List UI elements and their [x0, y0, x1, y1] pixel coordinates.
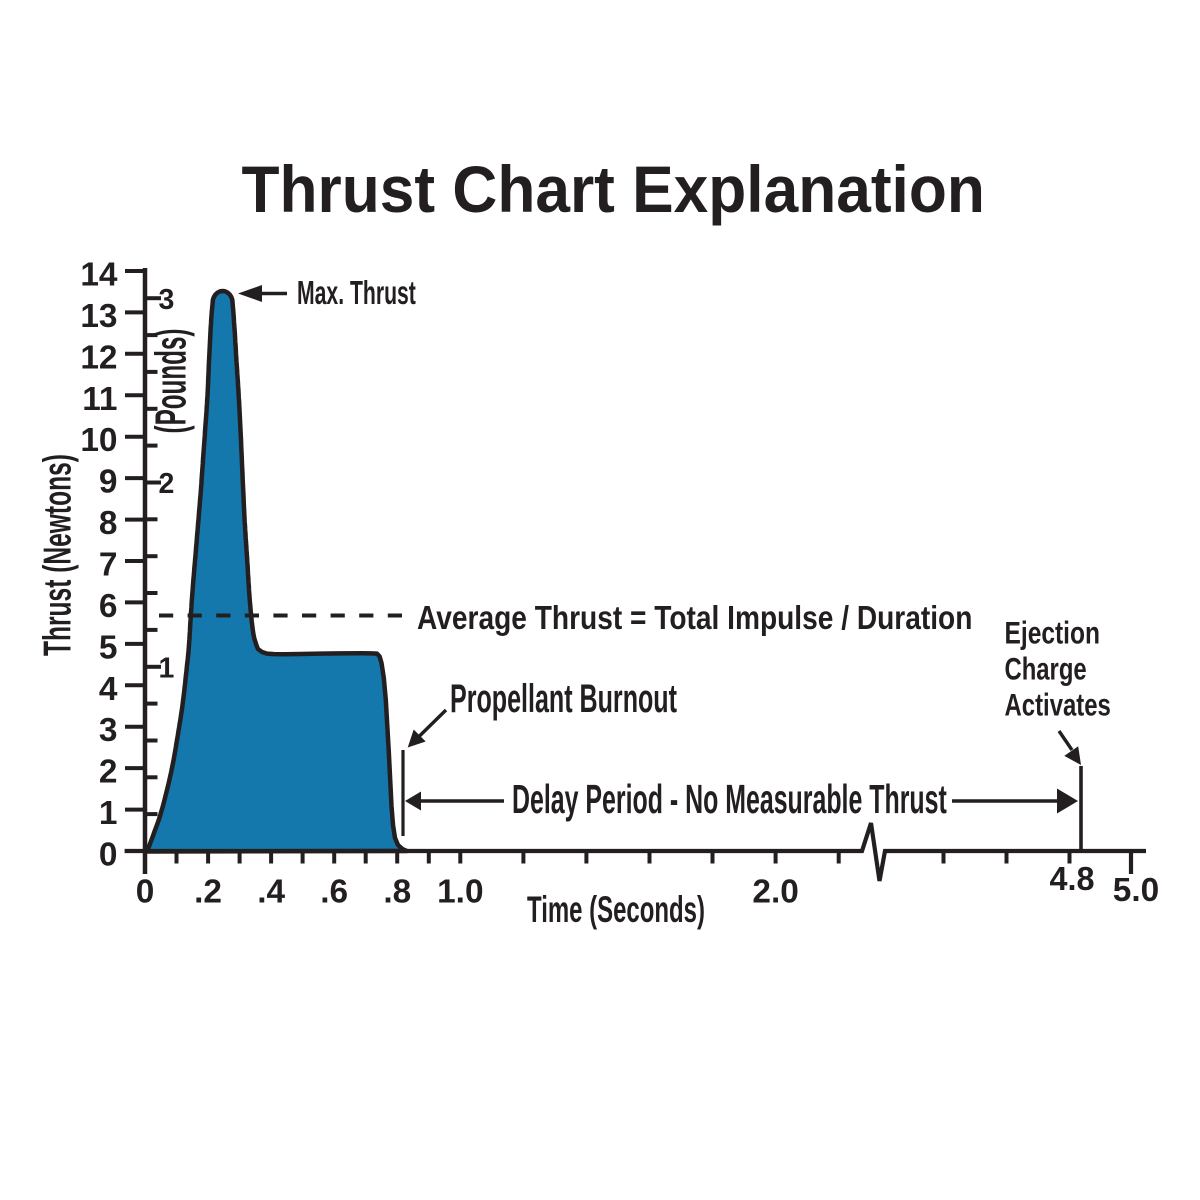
- svg-text:2: 2: [159, 468, 175, 500]
- svg-text:4: 4: [99, 671, 118, 708]
- svg-text:3: 3: [99, 712, 118, 749]
- svg-text:Charge: Charge: [1005, 651, 1087, 686]
- svg-text:13: 13: [80, 298, 117, 335]
- svg-text:Delay Period - No Measurable T: Delay Period - No Measurable Thrust: [512, 778, 947, 823]
- svg-text:Propellant Burnout: Propellant Burnout: [450, 677, 677, 721]
- svg-text:Time (Seconds): Time (Seconds): [527, 889, 705, 931]
- svg-text:5: 5: [99, 629, 118, 666]
- svg-text:6: 6: [99, 588, 118, 625]
- svg-text:0: 0: [99, 837, 118, 874]
- svg-text:.4: .4: [257, 874, 285, 911]
- svg-text:Thrust Chart Explanation: Thrust Chart Explanation: [242, 152, 985, 226]
- svg-text:3: 3: [159, 284, 175, 316]
- svg-text:Ejection: Ejection: [1005, 615, 1100, 651]
- svg-text:9: 9: [99, 464, 118, 501]
- svg-text:11: 11: [82, 381, 117, 418]
- svg-text:.2: .2: [194, 874, 222, 911]
- svg-text:Thrust (Newtons): Thrust (Newtons): [35, 454, 79, 656]
- svg-text:(Pounds): (Pounds): [147, 328, 195, 433]
- svg-text:Average Thrust = Total Impulse: Average Thrust = Total Impulse / Duratio…: [417, 600, 972, 637]
- svg-text:5.0: 5.0: [1113, 872, 1159, 909]
- svg-text:8: 8: [99, 505, 118, 542]
- svg-text:10: 10: [80, 422, 117, 459]
- svg-text:Max. Thrust: Max. Thrust: [297, 274, 416, 311]
- svg-text:0: 0: [136, 874, 155, 911]
- svg-text:1.0: 1.0: [437, 874, 483, 911]
- svg-text:.6: .6: [320, 874, 348, 911]
- svg-text:Activates: Activates: [1005, 687, 1111, 722]
- svg-text:14: 14: [80, 256, 118, 293]
- svg-text:12: 12: [80, 339, 117, 376]
- svg-text:1: 1: [99, 795, 118, 832]
- svg-text:2: 2: [99, 754, 118, 791]
- svg-text:4.8: 4.8: [1049, 860, 1094, 898]
- svg-text:.8: .8: [383, 874, 411, 911]
- svg-text:7: 7: [99, 546, 118, 583]
- svg-text:2.0: 2.0: [752, 874, 798, 911]
- svg-text:1: 1: [159, 652, 175, 684]
